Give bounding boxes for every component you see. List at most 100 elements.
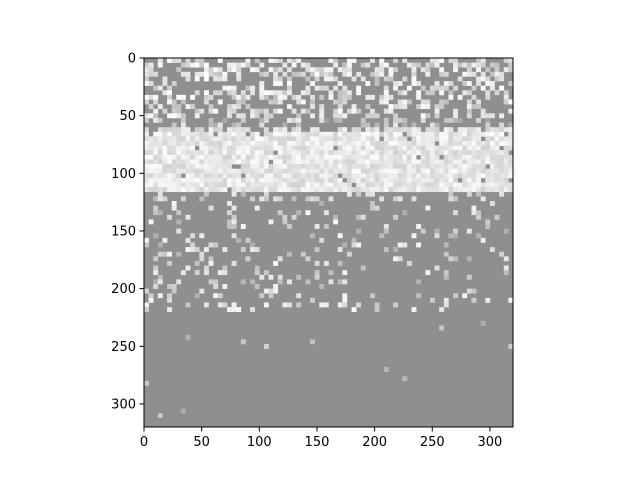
image-pixel <box>245 85 251 91</box>
image-pixel <box>227 182 232 188</box>
image-pixel <box>370 191 375 197</box>
image-pixel <box>443 154 449 160</box>
image-pixel <box>443 159 449 165</box>
image-pixel <box>489 200 495 206</box>
image-pixel <box>157 413 163 419</box>
image-pixel <box>383 187 389 193</box>
image-pixel <box>296 177 302 183</box>
image-pixel <box>314 177 320 183</box>
image-pixel <box>346 154 352 160</box>
image-pixel <box>231 108 237 114</box>
image-pixel <box>227 136 232 142</box>
image-pixel <box>420 182 426 188</box>
image-pixel <box>439 177 445 183</box>
image-pixel <box>402 177 408 183</box>
image-pixel <box>176 127 182 133</box>
image-pixel <box>176 251 182 257</box>
image-pixel <box>314 127 320 133</box>
image-pixel <box>370 177 375 183</box>
image-pixel <box>310 150 315 156</box>
image-pixel <box>213 293 219 299</box>
image-pixel <box>144 67 149 73</box>
image-pixel <box>356 182 362 188</box>
image-pixel <box>245 62 251 68</box>
image-pixel <box>443 136 449 142</box>
image-pixel <box>489 71 495 77</box>
image-pixel <box>305 279 311 285</box>
image-pixel <box>157 154 163 160</box>
image-pixel <box>397 256 403 262</box>
image-pixel <box>286 76 292 82</box>
image-pixel <box>333 113 339 119</box>
image-pixel <box>199 177 205 183</box>
image-pixel <box>250 145 255 151</box>
image-pixel <box>314 196 320 202</box>
image-pixel <box>356 150 362 156</box>
image-pixel <box>263 343 269 349</box>
image-pixel <box>453 228 458 234</box>
image-pixel <box>448 141 454 146</box>
image-pixel <box>333 168 339 174</box>
image-pixel <box>277 274 283 280</box>
plot-area <box>144 58 514 427</box>
image-pixel <box>277 168 283 174</box>
image-pixel <box>199 256 205 262</box>
image-pixel <box>148 293 154 299</box>
image-pixel <box>416 168 422 174</box>
image-pixel <box>466 67 472 73</box>
image-pixel <box>176 168 182 174</box>
image-pixel <box>370 159 375 165</box>
image-pixel <box>494 131 500 137</box>
image-pixel <box>286 251 292 257</box>
image-pixel <box>144 168 149 174</box>
image-pixel <box>333 187 339 193</box>
image-pixel <box>300 90 306 96</box>
image-pixel <box>240 113 246 119</box>
image-pixel <box>305 145 311 151</box>
image-pixel <box>273 168 279 174</box>
image-pixel <box>291 62 297 68</box>
image-pixel <box>208 168 214 174</box>
image-pixel <box>471 182 477 188</box>
image-pixel <box>282 154 288 160</box>
image-pixel <box>351 127 357 133</box>
image-pixel <box>240 187 246 193</box>
image-pixel <box>300 251 306 257</box>
image-pixel <box>397 154 403 160</box>
image-pixel <box>300 145 306 151</box>
image-pixel <box>227 145 232 151</box>
image-pixel <box>383 85 389 91</box>
image-pixel <box>231 214 237 220</box>
image-pixel <box>144 117 149 123</box>
image-pixel <box>222 159 228 165</box>
image-pixel <box>323 85 329 91</box>
image-pixel <box>411 67 417 73</box>
image-pixel <box>245 154 251 160</box>
image-pixel <box>429 90 435 96</box>
image-pixel <box>360 122 366 128</box>
image-pixel <box>291 196 297 202</box>
image-pixel <box>434 131 440 137</box>
image-pixel <box>503 228 509 234</box>
image-pixel <box>503 154 509 160</box>
image-pixel <box>203 168 209 174</box>
image-pixel <box>213 76 219 82</box>
image-pixel <box>273 173 279 179</box>
image-pixel <box>273 182 279 188</box>
image-pixel <box>508 99 514 105</box>
image-pixel <box>199 288 205 294</box>
image-pixel <box>286 164 292 169</box>
image-pixel <box>379 141 385 146</box>
image-pixel <box>190 131 196 137</box>
image-pixel <box>503 168 509 174</box>
image-pixel <box>162 145 168 151</box>
image-pixel <box>393 85 398 91</box>
image-pixel <box>148 62 154 68</box>
image-pixel <box>153 85 159 91</box>
image-pixel <box>157 62 163 68</box>
image-pixel <box>420 177 426 183</box>
image-pixel <box>240 168 246 174</box>
image-pixel <box>448 154 454 160</box>
image-pixel <box>429 58 435 63</box>
image-pixel <box>439 150 445 156</box>
